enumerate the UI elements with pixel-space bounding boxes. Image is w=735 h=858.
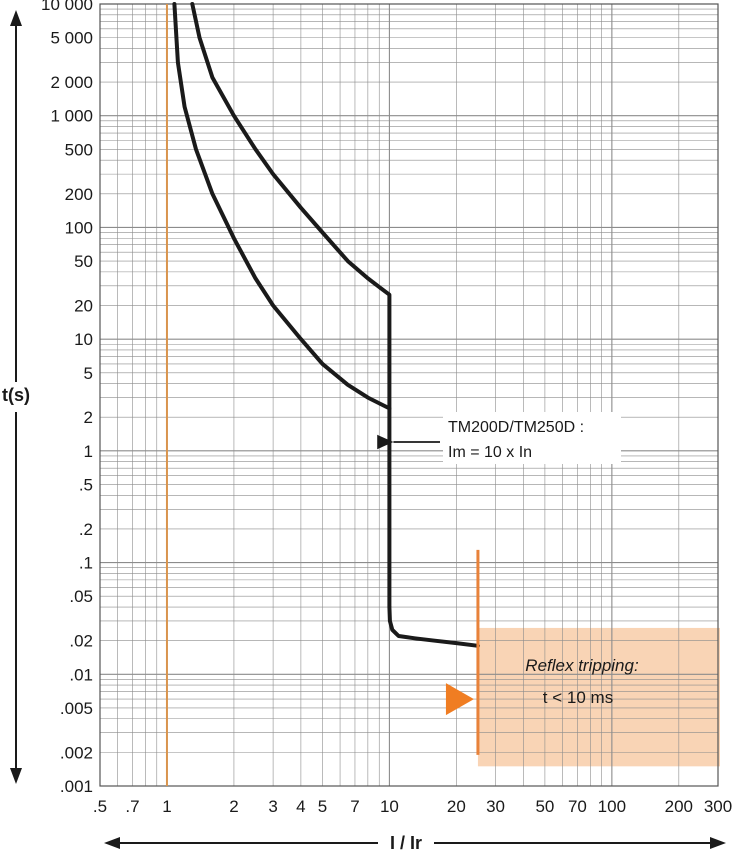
- y-tick-label: 5 000: [50, 29, 93, 48]
- y-axis-title: t(s): [2, 385, 30, 405]
- y-axis-arrowhead-down: [10, 768, 22, 784]
- tripping-curve-max: [190, 2, 392, 411]
- y-tick-label: .1: [79, 554, 93, 573]
- y-tick-label: 100: [65, 218, 93, 237]
- trip-label-background: [443, 412, 621, 464]
- x-tick-label: 1: [162, 797, 171, 816]
- trip-label-line1: TM200D/TM250D :: [448, 419, 584, 436]
- y-tick-label: .005: [60, 699, 93, 718]
- annotation-layer: [10, 10, 726, 849]
- tripping-curve-min: [172, 2, 480, 648]
- x-tick-label: 2: [229, 797, 238, 816]
- reflex-text: t < 10 ms: [543, 688, 613, 707]
- reflex-tripping-box: [477, 627, 720, 767]
- x-axis-arrowhead-left: [104, 837, 120, 849]
- y-tick-label: .02: [69, 632, 93, 651]
- y-tick-label: .002: [60, 743, 93, 762]
- y-tick-label: 500: [65, 140, 93, 159]
- trip-label-line2: Im = 10 x In: [448, 444, 532, 461]
- y-tick-label: 2: [84, 408, 93, 427]
- y-tick-label: .05: [69, 587, 93, 606]
- x-tick-label: 50: [535, 797, 554, 816]
- y-axis-arrowhead-up: [10, 10, 22, 26]
- y-tick-label: 1 000: [50, 107, 93, 126]
- x-axis-title: I / Ir: [390, 833, 422, 853]
- y-tick-label: 5: [84, 364, 93, 383]
- reflex-arrow-icon: [445, 683, 474, 716]
- tick-label-layer: .5.7 1 2 3 4 5 7 10 20 30 50 70 100 200 300.001.002.00…: [41, 0, 732, 816]
- x-tick-label: 100: [598, 797, 626, 816]
- x-tick-label: 4: [296, 797, 305, 816]
- y-tick-label: 2 000: [50, 73, 93, 92]
- plot-frame: [99, 3, 719, 787]
- y-tick-label: .01: [69, 665, 93, 684]
- x-tick-label: 200: [665, 797, 693, 816]
- reflex-title: Reflex tripping:: [525, 656, 639, 675]
- y-tick-label: 10 000: [41, 0, 93, 14]
- y-tick-label: .001: [60, 777, 93, 796]
- x-tick-label: 30: [486, 797, 505, 816]
- x-axis-arrowhead-right: [710, 837, 726, 849]
- x-tick-label: 3: [268, 797, 277, 816]
- y-tick-label: 50: [74, 252, 93, 271]
- x-tick-label: 5: [318, 797, 327, 816]
- x-tick-label: 300: [704, 797, 732, 816]
- x-tick-label: .7: [125, 797, 139, 816]
- x-tick-label: .5: [93, 797, 107, 816]
- grid-layer: [99, 3, 719, 787]
- y-tick-label: 200: [65, 185, 93, 204]
- curve-layer: [172, 2, 480, 755]
- y-tick-label: 1: [84, 442, 93, 461]
- x-tick-label: 7: [350, 797, 359, 816]
- x-tick-label: 10: [380, 797, 399, 816]
- x-tick-label: 20: [447, 797, 466, 816]
- y-tick-label: 20: [74, 297, 93, 316]
- reflex-box-layer: [477, 627, 720, 767]
- y-tick-label: .5: [79, 475, 93, 494]
- y-tick-label: 10: [74, 330, 93, 349]
- y-tick-label: .2: [79, 520, 93, 539]
- x-tick-label: 70: [568, 797, 587, 816]
